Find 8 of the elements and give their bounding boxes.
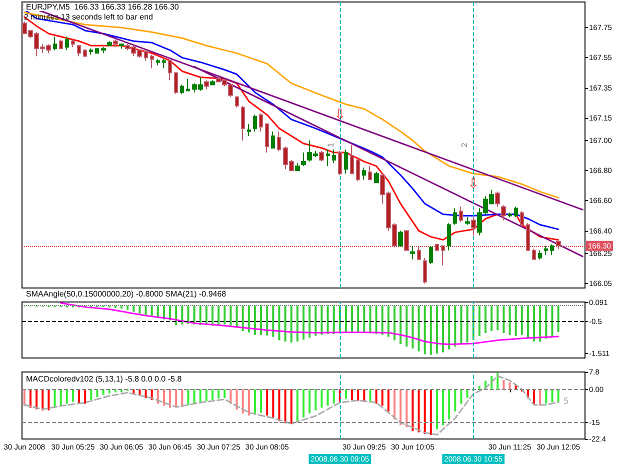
chart-title: EURJPY,M5 166.33 166.33 166.28 166.30 (26, 2, 180, 12)
ref-line-label: 1 (326, 142, 336, 148)
annotation: ⇩ (468, 176, 480, 192)
chart-title: MACDcoloredv102 (5,13,1) -5.8 0.0 0.0 -5.8 (26, 374, 182, 384)
annotation: 5 (563, 397, 570, 408)
annotation: ⇩ (334, 106, 346, 123)
ref-line-label: 2 (460, 142, 469, 148)
chart-title: SMAAngle(50,0.15000000,20) -0.8000 SMA(21) -0.9468 (26, 290, 227, 298)
